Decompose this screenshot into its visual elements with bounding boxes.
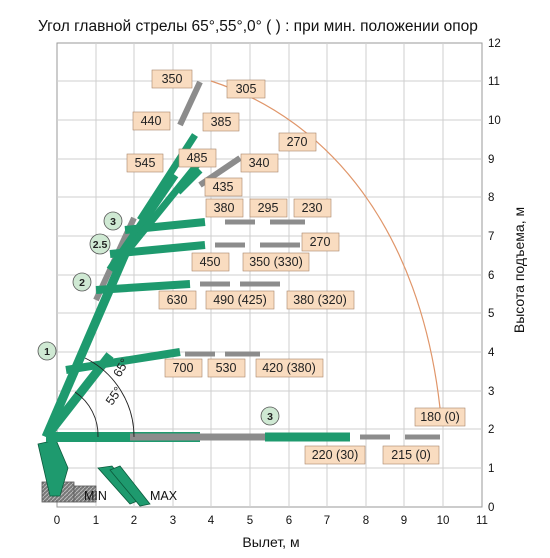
- x-tick: 6: [286, 515, 292, 527]
- crane-base: [37, 439, 151, 507]
- angle-label-55: 55°: [103, 384, 125, 408]
- working-range-arc: [210, 80, 441, 409]
- y-tick: 2: [488, 424, 494, 436]
- load-label: 485: [187, 151, 208, 165]
- outrigger-max-label: MAX: [150, 489, 178, 503]
- load-label: 270: [310, 235, 331, 249]
- section-badge-1: 1: [44, 346, 50, 358]
- outrigger-base-max: [73, 485, 97, 503]
- load-label: 215 (0): [391, 448, 431, 462]
- x-tick: 4: [208, 515, 215, 527]
- x-tick: 0: [54, 515, 60, 527]
- x-tick: 10: [437, 515, 450, 527]
- section-badge-3-low: 3: [267, 411, 273, 423]
- load-label: 490 (425): [213, 293, 267, 307]
- load-label: 220 (30): [312, 448, 359, 462]
- section-badge-3-high: 3: [110, 216, 116, 228]
- y-axis-title: Высота подъема, м: [511, 207, 527, 333]
- x-tick: 1: [93, 515, 99, 527]
- x-tick: 11: [476, 515, 488, 527]
- outrigger-leg: [109, 465, 151, 507]
- section-badges: 1 2 2.5 3 3: [37, 211, 280, 426]
- x-tick: 9: [401, 515, 407, 527]
- boom-raised: [117, 152, 208, 263]
- section-badge-2-5: 2.5: [93, 239, 108, 251]
- y-tick: 4: [488, 347, 495, 359]
- load-label: 420 (380): [262, 361, 316, 375]
- load-label: 270: [287, 135, 308, 149]
- y-tick: 7: [488, 231, 494, 243]
- load-label: 340: [249, 156, 270, 170]
- y-tick: 0: [488, 502, 494, 514]
- x-tick-labels: 0 1 2 3 4 5 6 7 8 9 10 11: [54, 515, 488, 527]
- boom-level-6: [95, 280, 191, 294]
- jib-raised: [177, 80, 203, 127]
- x-tick: 7: [324, 515, 330, 527]
- y-tick-labels: 0 1 2 3 4 5 6 7 8 9 10 11 12: [488, 38, 501, 514]
- y-tick: 10: [488, 115, 501, 127]
- load-label: 545: [135, 156, 156, 170]
- y-tick: 11: [488, 76, 500, 88]
- y-tick: 3: [488, 386, 494, 398]
- boom-positions: [41, 80, 440, 442]
- x-tick: 3: [170, 515, 176, 527]
- load-label: 440: [141, 114, 162, 128]
- y-tick: 8: [488, 192, 494, 204]
- x-tick: 2: [131, 515, 137, 527]
- load-label: 700: [173, 361, 194, 375]
- angle-arc-65: [84, 357, 135, 438]
- chart-title: Угол главной стрелы 65°,55°,0° ( ) : при…: [38, 18, 478, 35]
- load-label: 180 (0): [420, 410, 460, 424]
- x-tick: 5: [247, 515, 253, 527]
- section-badge-2: 2: [79, 277, 85, 289]
- load-label: 385: [211, 115, 232, 129]
- y-tick: 9: [488, 154, 494, 166]
- load-label: 630: [167, 293, 188, 307]
- load-label: 295: [258, 201, 279, 215]
- load-label: 380 (320): [293, 293, 347, 307]
- x-tick: 8: [363, 515, 369, 527]
- load-label: 350: [162, 72, 183, 86]
- y-tick: 1: [488, 463, 494, 475]
- x-axis-title: Вылет, м: [242, 534, 299, 550]
- load-label: 530: [216, 361, 237, 375]
- outrigger-min-label: MIN: [84, 489, 107, 503]
- y-tick: 5: [488, 308, 494, 320]
- main-boom-65: [41, 231, 139, 439]
- load-label: 435: [213, 180, 234, 194]
- load-label: 350 (330): [249, 255, 303, 269]
- y-tick: 6: [488, 270, 494, 282]
- load-label: 305: [236, 82, 257, 96]
- jib-raised: [175, 167, 203, 195]
- angle-arc-55: [74, 391, 99, 438]
- load-label: 450: [200, 255, 221, 269]
- load-labels: 350 305 440 385 270 545 485 340 435 380 …: [126, 69, 466, 465]
- boom-level-4: [65, 348, 181, 374]
- y-tick: 12: [488, 38, 501, 50]
- load-label: 230: [302, 201, 323, 215]
- load-label: 380: [214, 201, 235, 215]
